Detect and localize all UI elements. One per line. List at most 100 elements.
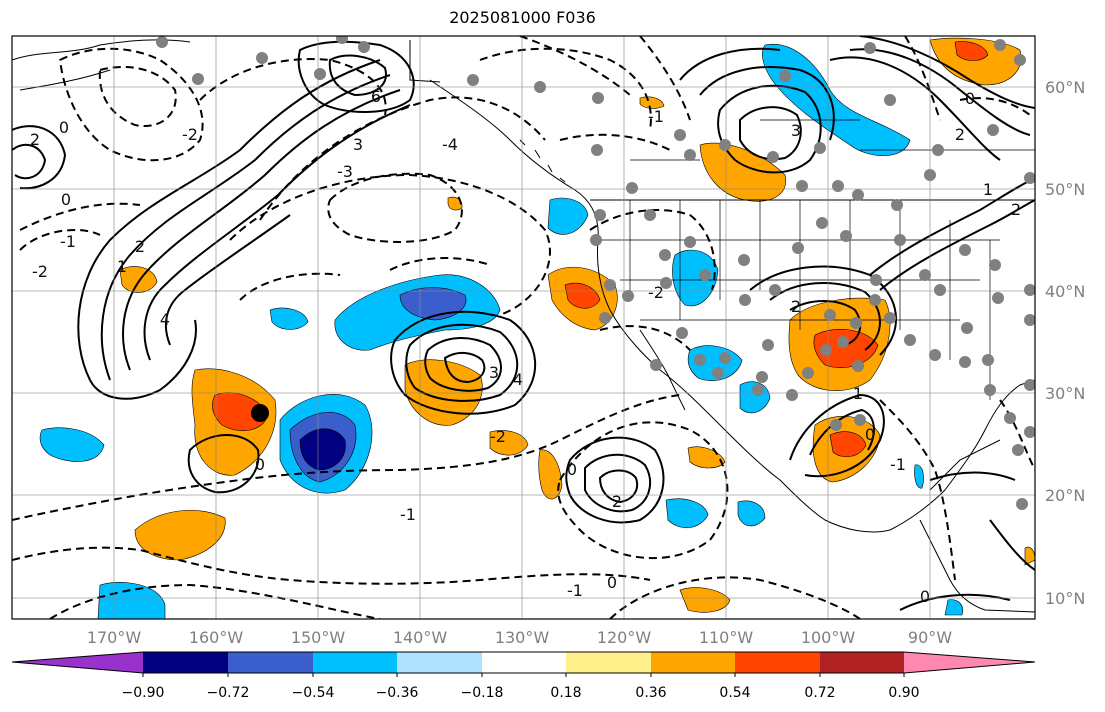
lon-tick-label: 90°W bbox=[908, 628, 952, 647]
map-frame bbox=[11, 35, 1036, 620]
pos-region bbox=[538, 449, 563, 500]
colorbar-segment bbox=[820, 652, 904, 673]
contour-label: 6 bbox=[371, 87, 381, 106]
lat-tick-label: 50°N bbox=[1045, 180, 1085, 199]
lat-tick-label: 30°N bbox=[1045, 384, 1085, 403]
colorbar-segment bbox=[313, 652, 397, 673]
lon-tick-label: 160°W bbox=[189, 628, 244, 647]
lat-tick-label: 10°N bbox=[1045, 589, 1085, 608]
contour-label: -1 bbox=[60, 232, 76, 251]
contour-label: -2 bbox=[490, 427, 506, 446]
colorbar-tick-label: 0.90 bbox=[888, 685, 919, 701]
contour-label: 2 bbox=[135, 237, 145, 256]
lon-tick-label: 170°W bbox=[87, 628, 142, 647]
neg-region bbox=[944, 599, 963, 616]
colorbar-segment bbox=[228, 652, 313, 673]
contour-label: -3 bbox=[337, 162, 353, 181]
lon-tick-label: 130°W bbox=[495, 628, 550, 647]
contour-label: 4 bbox=[513, 370, 523, 389]
neg-region bbox=[269, 307, 309, 330]
contour-label: 0 bbox=[920, 587, 930, 606]
lat-tick-label: 60°N bbox=[1045, 78, 1085, 97]
contour-label: 0 bbox=[255, 455, 265, 474]
neg-region bbox=[39, 427, 105, 462]
contour-label: 1 bbox=[853, 384, 863, 403]
pos-region bbox=[119, 266, 158, 293]
neg-region bbox=[299, 428, 346, 471]
highlight-point bbox=[251, 404, 269, 422]
contour-label: 2 bbox=[1011, 200, 1021, 219]
lon-ticks: 170°W 160°W 150°W 140°W 130°W 120°W 110°… bbox=[87, 628, 952, 647]
neg-region bbox=[914, 464, 924, 489]
contour-label: -1 bbox=[648, 107, 664, 126]
coastlines bbox=[12, 39, 1035, 613]
contour-label: 4 bbox=[160, 310, 170, 329]
colorbar-tick-label: 0.72 bbox=[804, 685, 835, 701]
contour-label: 2 bbox=[955, 125, 965, 144]
contour-label: 3 bbox=[353, 135, 363, 154]
contour-label: 0 bbox=[61, 190, 71, 209]
gridlines bbox=[12, 36, 1035, 619]
contour-label: -1 bbox=[400, 505, 416, 524]
lon-tick-label: 100°W bbox=[801, 628, 856, 647]
lon-tick-label: 110°W bbox=[699, 628, 754, 647]
lat-tick-label: 40°N bbox=[1045, 282, 1085, 301]
lon-tick-label: 140°W bbox=[393, 628, 448, 647]
pos-region bbox=[212, 392, 269, 432]
neg-region bbox=[737, 500, 766, 527]
contour-label: -2 bbox=[32, 262, 48, 281]
contour-label: 3 bbox=[489, 363, 499, 382]
colorbar-segment bbox=[482, 652, 566, 673]
lat-ticks: 60°N 50°N 40°N 30°N 20°N 10°N bbox=[1045, 78, 1085, 608]
pos-region bbox=[639, 96, 665, 109]
contour-label: -4 bbox=[442, 135, 458, 154]
colorbar-segment bbox=[397, 652, 482, 673]
pos-region bbox=[679, 587, 731, 613]
contour-label: 3 bbox=[791, 121, 801, 140]
neg-region bbox=[547, 197, 589, 235]
colorbar-segment bbox=[651, 652, 735, 673]
lon-tick-label: 120°W bbox=[597, 628, 652, 647]
pos-region bbox=[447, 196, 463, 211]
solid-contours bbox=[12, 36, 1035, 611]
contour-label: 2 bbox=[30, 130, 40, 149]
pos-region bbox=[687, 446, 726, 469]
pos-region bbox=[1024, 546, 1035, 566]
colorbar-tick-label: −0.18 bbox=[461, 685, 504, 701]
colorbar-tick-label: 0.36 bbox=[635, 685, 666, 701]
contour-label-layer: -2 -1 0 1 2 3 4 6 -3 -4 0 -1 -2 2 3 4 -2… bbox=[30, 87, 1021, 606]
neg-region bbox=[672, 249, 719, 307]
contour-label: -1 bbox=[890, 455, 906, 474]
colorbar-tick-label: −0.36 bbox=[376, 685, 419, 701]
contour-label: 1 bbox=[983, 180, 993, 199]
colorbar-tick-label: 0.54 bbox=[719, 685, 750, 701]
pos-region bbox=[489, 430, 529, 456]
pos-region bbox=[564, 282, 601, 309]
colorbar-segment bbox=[143, 652, 228, 673]
lat-tick-label: 20°N bbox=[1045, 486, 1085, 505]
pos-region bbox=[404, 359, 483, 426]
contour-label: -1 bbox=[567, 581, 583, 600]
lon-tick-label: 150°W bbox=[291, 628, 346, 647]
contour-label: -2 bbox=[648, 283, 664, 302]
neg-region bbox=[97, 582, 166, 619]
colorbar-max-extension bbox=[904, 652, 1035, 673]
neg-region bbox=[762, 43, 911, 156]
contour-label: 0 bbox=[607, 573, 617, 592]
contour-label: 0 bbox=[865, 425, 875, 444]
contour-label: -2 bbox=[182, 125, 198, 144]
colorbar-tick-label: −0.54 bbox=[292, 685, 335, 701]
contour-label: 0 bbox=[59, 118, 69, 137]
contour-label: 2 bbox=[791, 297, 801, 316]
contour-label: 0 bbox=[567, 460, 577, 479]
pos-region bbox=[699, 142, 787, 202]
colorbar-segment bbox=[735, 652, 820, 673]
colorbar-tick-label: −0.90 bbox=[122, 685, 165, 701]
contour-label: 1 bbox=[117, 257, 127, 276]
colorbar-tick-label: −0.72 bbox=[207, 685, 250, 701]
colorbar-tick-label: 0.18 bbox=[550, 685, 581, 701]
contour-label: 0 bbox=[965, 89, 975, 108]
pos-region bbox=[829, 431, 867, 458]
neg-region bbox=[665, 498, 709, 528]
